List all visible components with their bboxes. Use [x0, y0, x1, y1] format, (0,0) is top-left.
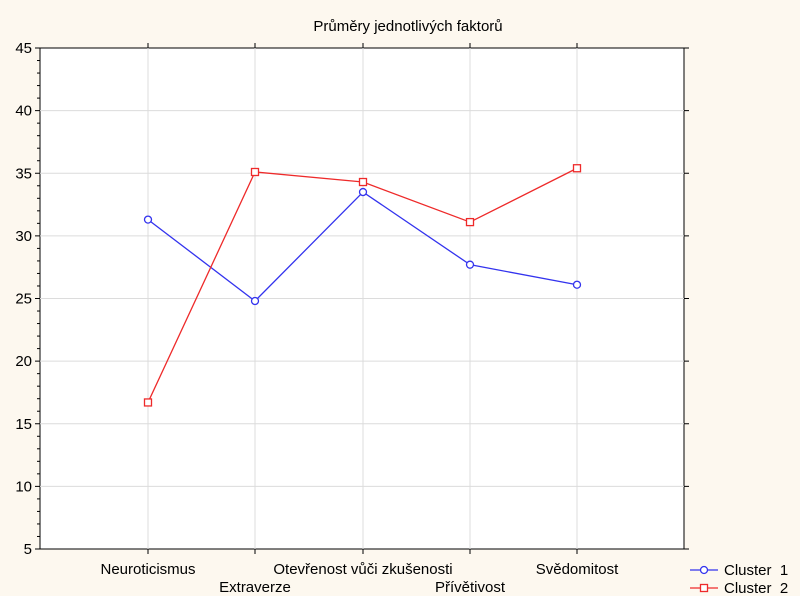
y-tick-label: 35 [15, 165, 32, 182]
y-tick-label: 20 [15, 353, 32, 370]
data-point [572, 280, 582, 289]
data-point [250, 167, 260, 177]
data-point [358, 187, 368, 197]
y-tick-label: 25 [15, 291, 32, 308]
x-tick-label: Přívětivost [435, 579, 506, 596]
data-point [250, 296, 260, 306]
chart-title: Průměry jednotlivých faktorů [313, 18, 502, 35]
x-tick-label: Otevřenost vůči zkušenosti [273, 561, 452, 578]
x-tick-label: Svědomitost [536, 561, 619, 578]
legend-marker [699, 583, 709, 593]
y-tick-label: 10 [15, 478, 32, 495]
data-point [572, 164, 582, 173]
y-tick-label: 15 [15, 416, 32, 433]
data-point [358, 177, 368, 187]
legend-label: Cluster 2 [724, 580, 788, 596]
y-tick-label: 30 [15, 228, 32, 245]
data-point [465, 217, 475, 227]
legend-label: Cluster 1 [724, 562, 788, 579]
y-tick-label: 45 [15, 40, 32, 57]
data-point [465, 260, 475, 269]
x-tick-label: Neuroticismus [100, 561, 195, 578]
data-point [143, 398, 153, 407]
legend-marker [699, 565, 709, 575]
y-tick-label: 5 [24, 541, 32, 558]
data-point [143, 215, 153, 224]
y-tick-label: 40 [15, 103, 32, 120]
x-tick-label: Extraverze [219, 579, 291, 596]
